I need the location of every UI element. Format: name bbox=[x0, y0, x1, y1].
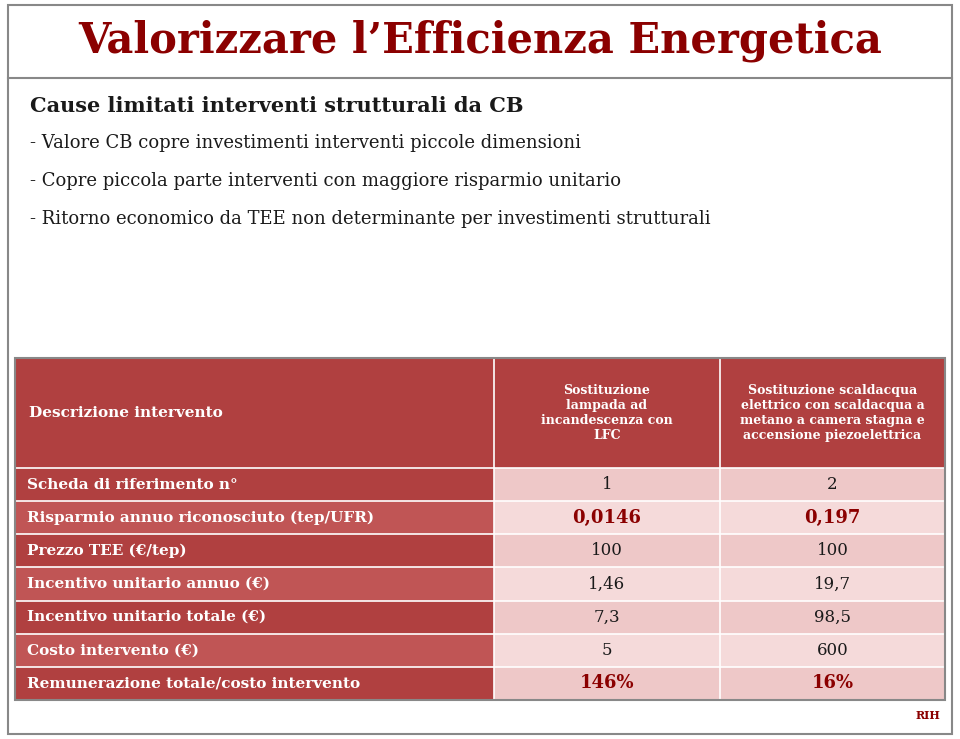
Bar bbox=[15, 568, 494, 601]
Bar bbox=[15, 358, 494, 468]
Bar bbox=[494, 568, 720, 601]
Text: Sostituzione scaldacqua
elettrico con scaldacqua a
metano a camera stagna e
acce: Sostituzione scaldacqua elettrico con sc… bbox=[740, 384, 924, 442]
Bar bbox=[720, 501, 945, 534]
Text: 0,0146: 0,0146 bbox=[572, 508, 641, 527]
Text: 1,46: 1,46 bbox=[588, 576, 626, 593]
Text: 146%: 146% bbox=[580, 675, 635, 692]
Bar bbox=[494, 667, 720, 700]
Bar bbox=[720, 358, 945, 468]
Bar bbox=[494, 501, 720, 534]
Text: - Copre piccola parte interventi con maggiore risparmio unitario: - Copre piccola parte interventi con mag… bbox=[30, 172, 621, 190]
Bar bbox=[720, 601, 945, 634]
Text: Risparmio annuo riconosciuto (tep/UFR): Risparmio annuo riconosciuto (tep/UFR) bbox=[27, 511, 374, 525]
Text: Scheda di riferimento n°: Scheda di riferimento n° bbox=[27, 477, 238, 491]
Text: - Ritorno economico da TEE non determinante per investimenti strutturali: - Ritorno economico da TEE non determina… bbox=[30, 210, 710, 228]
Text: Cause limitati interventi strutturali da CB: Cause limitati interventi strutturali da… bbox=[30, 96, 523, 116]
Text: Valorizzare l’Efficienza Energetica: Valorizzare l’Efficienza Energetica bbox=[78, 20, 882, 62]
Text: 2: 2 bbox=[828, 476, 838, 493]
Text: 100: 100 bbox=[591, 542, 623, 559]
Text: 1: 1 bbox=[602, 476, 612, 493]
Bar bbox=[720, 568, 945, 601]
Bar bbox=[494, 601, 720, 634]
Text: RIH: RIH bbox=[915, 710, 940, 721]
Text: 0,197: 0,197 bbox=[804, 508, 861, 527]
Text: Incentivo unitario totale (€): Incentivo unitario totale (€) bbox=[27, 610, 266, 624]
Bar bbox=[15, 534, 494, 568]
Bar bbox=[494, 468, 720, 501]
Text: Descrizione intervento: Descrizione intervento bbox=[29, 406, 223, 420]
Bar bbox=[720, 634, 945, 667]
Text: 19,7: 19,7 bbox=[814, 576, 851, 593]
Text: Costo intervento (€): Costo intervento (€) bbox=[27, 643, 199, 657]
Bar bbox=[494, 358, 720, 468]
Bar bbox=[720, 468, 945, 501]
Text: 100: 100 bbox=[817, 542, 849, 559]
Bar bbox=[720, 667, 945, 700]
Text: 16%: 16% bbox=[811, 675, 853, 692]
Bar bbox=[15, 468, 494, 501]
Bar bbox=[15, 501, 494, 534]
Text: 600: 600 bbox=[817, 641, 849, 658]
Bar bbox=[15, 634, 494, 667]
Text: 98,5: 98,5 bbox=[814, 609, 851, 626]
Text: Remunerazione totale/costo intervento: Remunerazione totale/costo intervento bbox=[27, 676, 360, 690]
Text: Incentivo unitario annuo (€): Incentivo unitario annuo (€) bbox=[27, 577, 270, 591]
Text: Sostituzione
lampada ad
incandescenza con
LFC: Sostituzione lampada ad incandescenza co… bbox=[541, 384, 673, 442]
Bar bbox=[720, 534, 945, 568]
Bar bbox=[15, 601, 494, 634]
Text: Prezzo TEE (€/tep): Prezzo TEE (€/tep) bbox=[27, 544, 186, 558]
Bar bbox=[15, 358, 945, 700]
Text: 7,3: 7,3 bbox=[593, 609, 620, 626]
Bar bbox=[494, 634, 720, 667]
Bar bbox=[494, 534, 720, 568]
Text: - Valore CB copre investimenti interventi piccole dimensioni: - Valore CB copre investimenti intervent… bbox=[30, 134, 581, 152]
Text: 5: 5 bbox=[602, 641, 612, 658]
Bar bbox=[15, 667, 494, 700]
